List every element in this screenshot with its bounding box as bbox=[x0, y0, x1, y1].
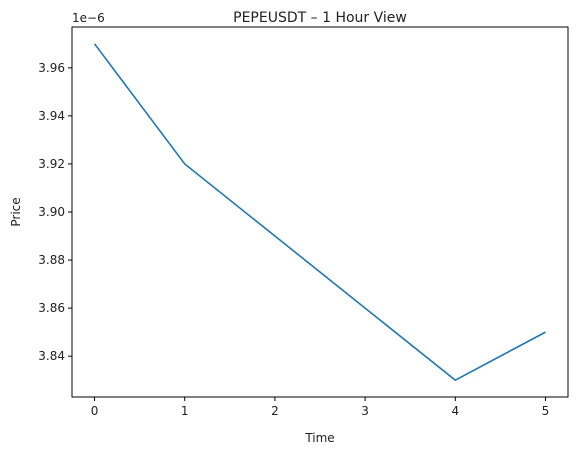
y-tick-label: 3.90 bbox=[38, 205, 65, 219]
y-axis-ticks: 3.84 3.86 3.88 3.90 3.92 3.94 3.96 bbox=[38, 61, 72, 363]
x-tick-label: 1 bbox=[181, 404, 189, 418]
y-tick-label: 3.86 bbox=[38, 301, 65, 315]
price-series-line bbox=[93, 43, 546, 382]
y-axis-label: Price bbox=[9, 197, 23, 226]
y-tick-label: 3.88 bbox=[38, 253, 65, 267]
x-axis-ticks: 0 1 2 3 4 5 bbox=[91, 397, 550, 418]
x-tick-label: 3 bbox=[361, 404, 369, 418]
x-tick-label: 5 bbox=[542, 404, 550, 418]
x-tick-label: 0 bbox=[91, 404, 99, 418]
y-tick-label: 3.96 bbox=[38, 61, 65, 75]
y-axis-offset-label: 1e−6 bbox=[72, 11, 105, 25]
y-tick-label: 3.84 bbox=[38, 349, 65, 363]
plot-area bbox=[71, 26, 569, 398]
y-tick-label: 3.92 bbox=[38, 157, 65, 171]
y-tick-label: 3.94 bbox=[38, 109, 65, 123]
x-tick-label: 4 bbox=[451, 404, 459, 418]
x-tick-label: 2 bbox=[271, 404, 279, 418]
chart-title: PEPEUSDT – 1 Hour View bbox=[233, 10, 407, 26]
x-axis-label: Time bbox=[304, 431, 334, 445]
